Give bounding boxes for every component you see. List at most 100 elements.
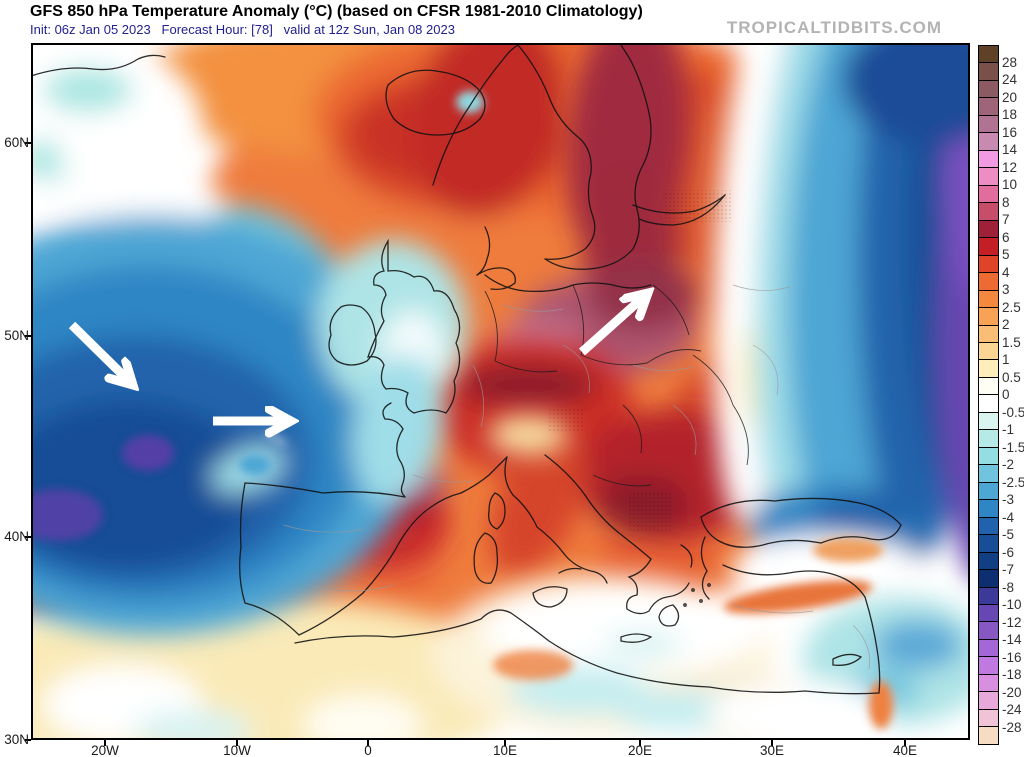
- colorbar-label: 1: [1002, 352, 1010, 367]
- colorbar-label: 28: [1002, 54, 1018, 70]
- colorbar-segment: [979, 673, 998, 692]
- colorbar-segment: [979, 621, 998, 639]
- colorbar-label: -5: [1002, 527, 1015, 542]
- temperature-anomaly-field: [33, 45, 968, 738]
- colorbar-segment: [979, 184, 998, 203]
- colorbar-label: 5: [1002, 247, 1010, 262]
- colorbar-label: 12: [1002, 159, 1018, 175]
- colorbar-segment: [979, 62, 998, 80]
- colorbar-segment: [979, 691, 998, 709]
- colorbar-segment: [979, 638, 998, 657]
- x-axis-tick: [104, 740, 106, 746]
- y-axis-tick: [25, 739, 31, 741]
- page-title: GFS 850 hPa Temperature Anomaly (°C) (ba…: [30, 3, 643, 20]
- colorbar-label: 16: [1002, 124, 1018, 140]
- model-run-subtitle: Init: 06z Jan 05 2023 Forecast Hour: [78…: [30, 22, 455, 37]
- colorbar-label: 8: [1002, 194, 1010, 210]
- colorbar-segment: [979, 97, 998, 115]
- colorbar-segment: [979, 202, 998, 220]
- europe-northeast-arrow: [579, 293, 648, 356]
- colorbar-label: -28: [1002, 719, 1022, 735]
- colorbar-label: -12: [1002, 614, 1022, 630]
- x-axis-tick: [504, 740, 506, 746]
- colorbar-segment: [979, 341, 998, 360]
- x-axis-tick: [236, 740, 238, 746]
- colorbar-label: 0.5: [1002, 369, 1021, 385]
- x-axis-label: 20W: [91, 743, 119, 757]
- colorbar-segment: [979, 516, 998, 535]
- y-axis-label: 50N: [4, 328, 29, 343]
- colorbar-segment: [979, 726, 998, 744]
- flow-arrows: [68, 293, 648, 421]
- map-canvas: [31, 43, 970, 740]
- y-axis-tick: [25, 335, 31, 337]
- colorbar-label: -18: [1002, 667, 1022, 682]
- colorbar-segment: [979, 446, 998, 465]
- colorbar-label: 24: [1002, 72, 1018, 87]
- atlantic-southeast-arrow: [68, 321, 133, 385]
- colorbar-segment: [979, 237, 998, 255]
- colorbar-label: 0: [1002, 387, 1010, 402]
- colorbar-segment: [979, 114, 998, 133]
- x-axis-tick: [367, 740, 369, 746]
- colorbar-label: -8: [1002, 579, 1015, 595]
- x-axis-label: 10W: [223, 743, 251, 757]
- colorbar-segment: [979, 307, 998, 325]
- temperature-colorbar: [978, 45, 999, 745]
- colorbar-label: -1.5: [1002, 439, 1024, 455]
- colorbar-segment: [979, 289, 998, 308]
- colorbar-label: -16: [1002, 649, 1022, 665]
- colorbar-segment: [979, 254, 998, 273]
- colorbar-label: 2.5: [1002, 299, 1021, 315]
- colorbar-label: -0.5: [1002, 404, 1024, 420]
- colorbar-label: 1.5: [1002, 334, 1021, 350]
- colorbar-label: -3: [1002, 492, 1015, 507]
- x-axis-label: 40E: [892, 743, 918, 757]
- colorbar-label: 3: [1002, 282, 1010, 297]
- colorbar-label: 4: [1002, 264, 1010, 280]
- y-axis-label: 30N: [4, 732, 29, 747]
- colorbar-segment: [979, 464, 998, 482]
- colorbar-label: -24: [1002, 702, 1022, 717]
- x-axis-tick: [639, 740, 641, 746]
- accent-blobs: [33, 91, 893, 729]
- colorbar-segment: [979, 604, 998, 622]
- colorbar-segment: [979, 359, 998, 377]
- colorbar-label: -7: [1002, 562, 1015, 577]
- x-axis-label: 0: [364, 743, 372, 757]
- admin-borders: [282, 284, 870, 670]
- colorbar-segment: [979, 586, 998, 604]
- tropicaltidbits-watermark: TROPICALTIDBITS.COM: [726, 18, 942, 37]
- y-axis-label: 60N: [4, 135, 29, 150]
- colorbar-segment: [979, 534, 998, 552]
- colorbar-label: 20: [1002, 89, 1018, 105]
- colorbar-segment: [979, 376, 998, 395]
- colorbar-label: -4: [1002, 509, 1015, 525]
- x-axis-label: 20E: [627, 743, 653, 757]
- colorbar-label: -10: [1002, 597, 1022, 612]
- colorbar-label: -14: [1002, 632, 1022, 647]
- eastern-cold-mass-blobs: [708, 45, 968, 738]
- colorbar-label: -1: [1002, 422, 1015, 437]
- country-borders: [484, 284, 749, 487]
- colorbar-segment: [979, 708, 998, 727]
- colorbar-segment: [979, 411, 998, 430]
- colorbar-segment: [979, 324, 998, 342]
- y-axis-tick: [25, 142, 31, 144]
- colorbar-label: 2: [1002, 317, 1010, 332]
- colorbar-label: 6: [1002, 229, 1010, 245]
- colorbar-label: 10: [1002, 177, 1018, 192]
- colorbar-label: 18: [1002, 107, 1018, 122]
- stipple-patches: [548, 190, 733, 533]
- x-axis-label: 10E: [492, 743, 518, 757]
- atlantic-cold-pool-blobs: [33, 45, 468, 635]
- colorbar-segment: [979, 569, 998, 587]
- colorbar-segment: [979, 132, 998, 150]
- colorbar-segment: [979, 79, 998, 98]
- colorbar-segment: [979, 219, 998, 238]
- colorbar-segment: [979, 272, 998, 290]
- colorbar-segment: [979, 499, 998, 517]
- x-axis-tick: [771, 740, 773, 746]
- y-axis-label: 40N: [4, 529, 29, 544]
- colorbar-segment: [979, 551, 998, 570]
